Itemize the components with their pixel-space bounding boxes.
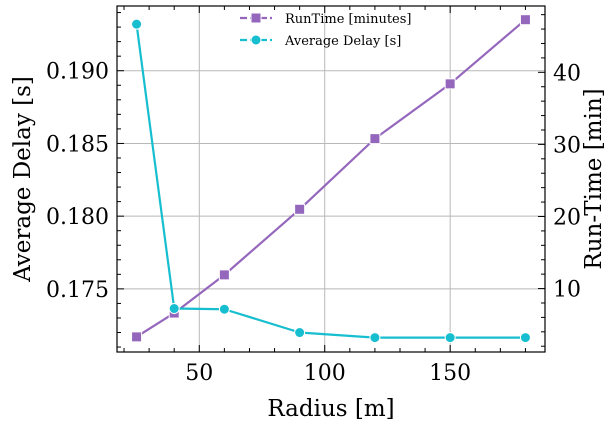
legend-entry-delay: Average Delay [s] (240, 34, 401, 49)
plot-frame (116, 5, 546, 353)
data-point-delay (218, 303, 230, 315)
y-right-tick-label: 30 (553, 133, 581, 158)
data-point-delay (519, 332, 531, 344)
ticks (117, 6, 545, 352)
data-point-delay (168, 303, 180, 315)
data-point-runtime (519, 14, 531, 26)
series-layer (131, 14, 531, 344)
data-point-delay (294, 327, 306, 339)
data-point-runtime (131, 331, 143, 343)
data-point-runtime (218, 269, 230, 281)
legend-entry-runtime: RunTime [minutes] (240, 12, 411, 27)
legend: RunTime [minutes] Average Delay [s] (240, 12, 411, 49)
x-tick-label: 100 (304, 361, 346, 386)
legend-circle-marker (250, 34, 262, 46)
data-point-delay (369, 332, 381, 344)
legend-square-marker (250, 12, 262, 24)
y-left-tick-label: 0.190 (46, 60, 109, 85)
x-axis-label: Radius [m] (267, 396, 394, 422)
legend-label-delay: Average Delay [s] (284, 34, 401, 49)
y-left-tick-label: 0.175 (46, 278, 109, 303)
data-point-runtime (294, 203, 306, 215)
tick-labels: 50 100 150 0.175 0.180 0.185 0.190 10 20 30 40 (46, 60, 581, 386)
legend-label-runtime: RunTime [minutes] (285, 12, 411, 27)
data-point-runtime (444, 78, 456, 90)
y-left-tick-label: 0.180 (46, 205, 109, 230)
y-axis-left-label: Average Delay [s] (10, 76, 36, 283)
data-point-runtime (369, 133, 381, 145)
x-tick-label: 50 (185, 361, 213, 386)
x-tick-label: 150 (429, 361, 471, 386)
y-right-tick-label: 40 (553, 61, 581, 86)
y-left-tick-label: 0.185 (46, 132, 109, 157)
y-axis-right-label: Run-Time [min] (581, 88, 607, 269)
data-point-delay (444, 332, 456, 344)
y-right-tick-label: 10 (553, 278, 581, 303)
data-point-delay (131, 18, 143, 30)
y-right-tick-label: 20 (553, 205, 581, 230)
grid (117, 6, 545, 352)
